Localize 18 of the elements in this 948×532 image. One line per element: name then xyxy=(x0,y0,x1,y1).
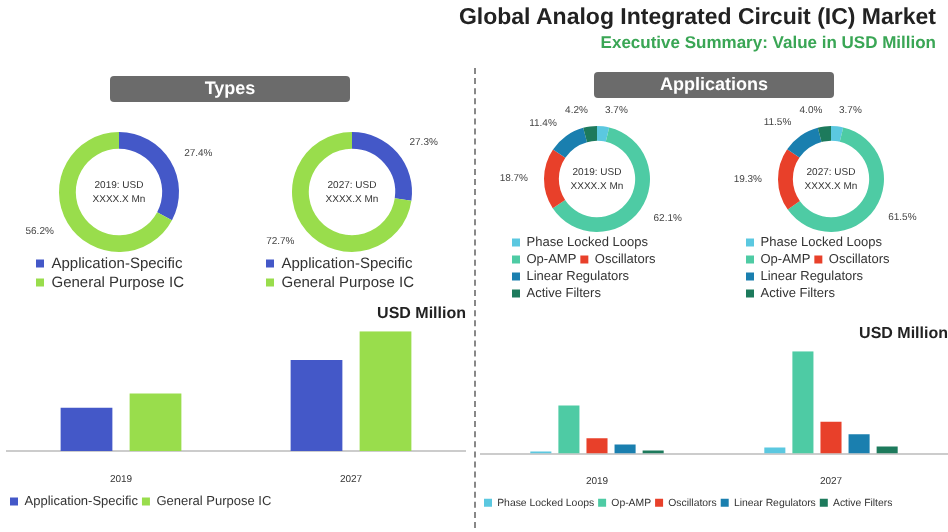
bar xyxy=(586,438,608,454)
chart-title: USD Million xyxy=(859,324,948,343)
bar xyxy=(848,434,870,454)
bar xyxy=(876,446,898,454)
bar xyxy=(764,447,786,454)
bar xyxy=(558,405,580,454)
chart-title: Applications xyxy=(594,72,834,98)
chart-title: Types xyxy=(110,76,350,102)
bar xyxy=(792,351,814,454)
bar xyxy=(820,421,842,454)
bar xyxy=(129,393,182,451)
bar xyxy=(60,407,113,451)
bar xyxy=(614,444,636,454)
chart-title: USD Million xyxy=(377,304,467,323)
bar xyxy=(359,331,412,451)
text: Global Analog Integrated Circuit (IC) Market xyxy=(458,6,936,30)
bar xyxy=(290,359,343,451)
text: Executive Summary: Value in USD Million xyxy=(598,32,936,52)
